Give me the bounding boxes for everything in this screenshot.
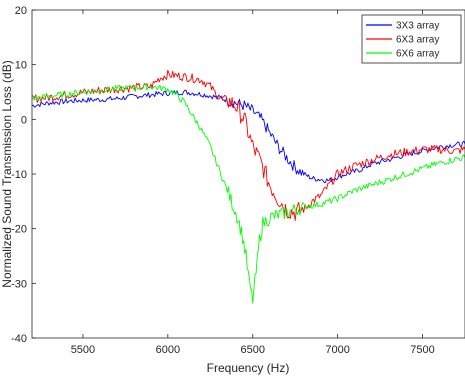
plot-background (32, 10, 465, 338)
y-tick-label: -10 (11, 169, 27, 181)
y-tick-label: 10 (15, 60, 27, 72)
x-tick-label: 7500 (410, 344, 434, 356)
x-tick-label: 6000 (156, 344, 180, 356)
legend: 3X3 array 6X3 array 6X6 array (361, 14, 462, 64)
y-tick-label: 0 (21, 114, 27, 126)
legend-label: 6X3 array (396, 35, 439, 46)
x-axis-label: Frequency (Hz) (207, 361, 290, 375)
x-tick-label: 6500 (241, 344, 265, 356)
axes-layer: 5500 6000 6500 7000 7500 -40 -30 -20 -10 0 10 20 (11, 5, 465, 356)
x-tick-label: 5500 (71, 344, 95, 356)
series-line-1 (31, 89, 465, 183)
series-line-3 (31, 83, 465, 304)
y-tick-label: -20 (11, 224, 27, 236)
y-tick-label: 20 (15, 5, 27, 17)
legend-label: 6X6 array (396, 49, 439, 60)
series-line-2 (31, 69, 465, 221)
x-tick-label: 7000 (325, 344, 349, 356)
legend-label: 3X3 array (396, 21, 439, 32)
series-layer (31, 69, 465, 304)
y-tick-label: -40 (11, 333, 27, 345)
y-axis-label: Normalized Sound Transmission Loss (dB) (0, 60, 14, 287)
y-tick-label: -30 (11, 278, 27, 290)
